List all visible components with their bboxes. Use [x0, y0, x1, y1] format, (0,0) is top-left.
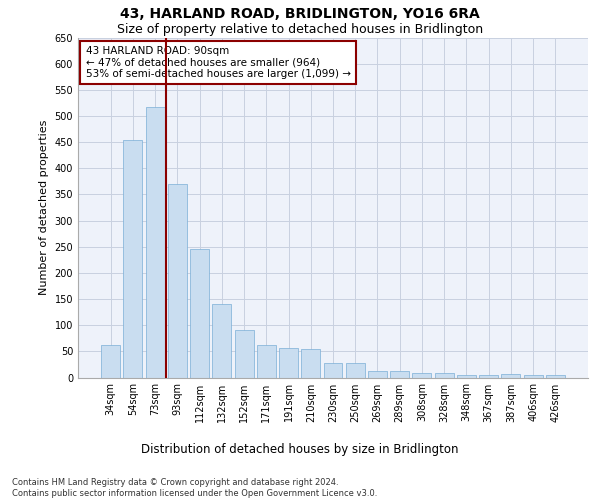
Bar — [412, 374, 431, 378]
Text: 43, HARLAND ROAD, BRIDLINGTON, YO16 6RA: 43, HARLAND ROAD, BRIDLINGTON, YO16 6RA — [120, 8, 480, 22]
Bar — [457, 375, 476, 378]
Bar — [323, 364, 343, 378]
Bar — [168, 184, 187, 378]
Bar — [212, 304, 231, 378]
Bar — [124, 140, 142, 378]
Bar — [346, 364, 365, 378]
Bar — [235, 330, 254, 378]
Bar — [479, 375, 498, 378]
Bar — [146, 106, 164, 378]
Bar — [368, 371, 387, 378]
Bar — [101, 345, 120, 378]
Text: 43 HARLAND ROAD: 90sqm
← 47% of detached houses are smaller (964)
53% of semi-de: 43 HARLAND ROAD: 90sqm ← 47% of detached… — [86, 46, 350, 79]
Bar — [546, 376, 565, 378]
Text: Size of property relative to detached houses in Bridlington: Size of property relative to detached ho… — [117, 22, 483, 36]
Bar — [435, 374, 454, 378]
Bar — [279, 348, 298, 378]
Bar — [390, 371, 409, 378]
Y-axis label: Number of detached properties: Number of detached properties — [39, 120, 49, 295]
Text: Contains HM Land Registry data © Crown copyright and database right 2024.
Contai: Contains HM Land Registry data © Crown c… — [12, 478, 377, 498]
Bar — [257, 344, 276, 378]
Bar — [524, 376, 542, 378]
Text: Distribution of detached houses by size in Bridlington: Distribution of detached houses by size … — [141, 442, 459, 456]
Bar — [502, 374, 520, 378]
Bar — [301, 350, 320, 378]
Bar — [190, 250, 209, 378]
